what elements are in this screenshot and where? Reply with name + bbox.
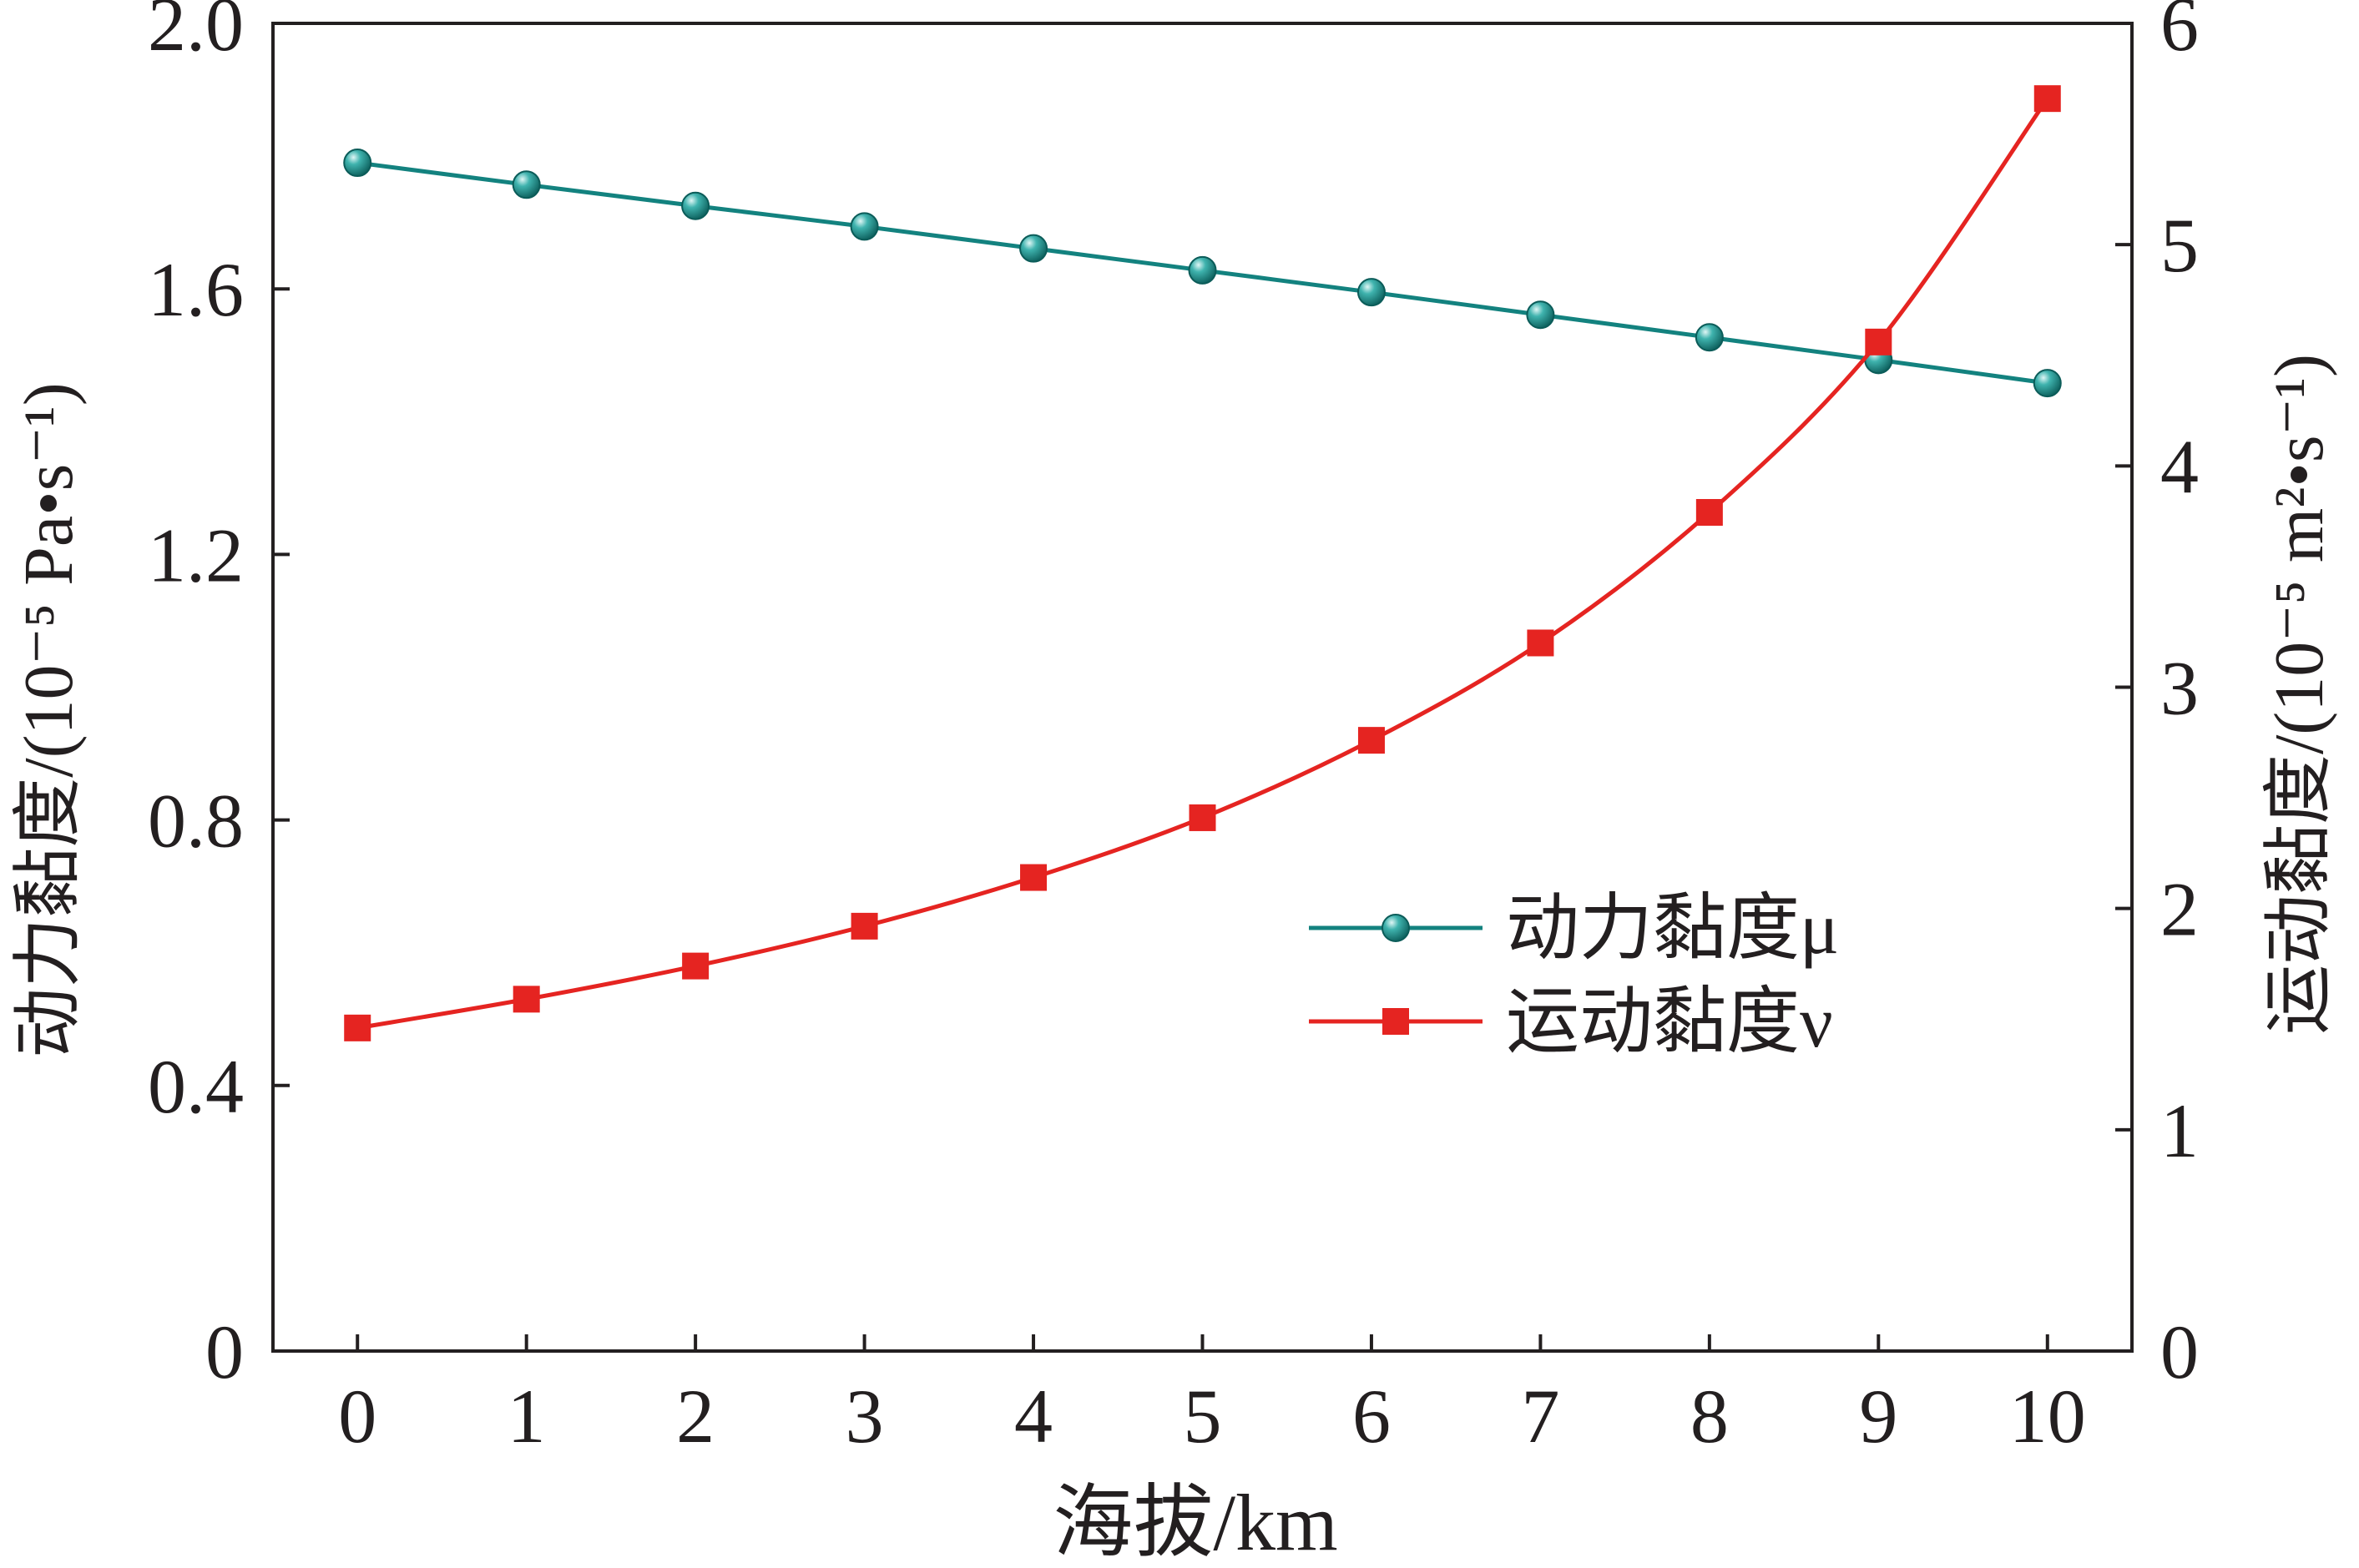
circle-marker bbox=[850, 212, 879, 241]
series-1 bbox=[343, 149, 2062, 398]
legend-entry-2: 运动黏度ν bbox=[1309, 982, 1833, 1063]
x-tick-label: 5 bbox=[1184, 1374, 1222, 1459]
x-axis-title: 海拔/km bbox=[1053, 1478, 1337, 1567]
right-y-tick-label: 6 bbox=[2160, 0, 2199, 67]
right-y-axis-ticks: 0 1 2 3 4 5 6 bbox=[2115, 0, 2199, 1394]
square-marker bbox=[1527, 629, 1554, 657]
circle-marker bbox=[1526, 300, 1555, 330]
square-marker bbox=[1357, 727, 1385, 754]
legend-label: 动力黏度μ bbox=[1506, 889, 1839, 970]
circle-marker bbox=[512, 170, 541, 199]
square-marker bbox=[1865, 328, 1892, 355]
square-marker bbox=[851, 912, 878, 940]
square-marker bbox=[682, 952, 710, 980]
circle-marker bbox=[1356, 278, 1386, 307]
x-tick-label: 8 bbox=[1690, 1374, 1729, 1459]
legend: 动力黏度μ 运动黏度ν bbox=[1309, 889, 1839, 1063]
x-tick-label: 3 bbox=[846, 1374, 884, 1459]
legend-circle-marker bbox=[1382, 914, 1410, 942]
right-y-axis-title: 运动黏度/(10⁻⁵ m²•s⁻¹) bbox=[2260, 354, 2338, 1035]
right-y-tick-label: 0 bbox=[2160, 1309, 2199, 1394]
circle-marker bbox=[681, 191, 710, 220]
x-tick-label: 7 bbox=[1521, 1374, 1559, 1459]
x-tick-label: 6 bbox=[1352, 1374, 1391, 1459]
x-tick-label: 2 bbox=[676, 1374, 715, 1459]
x-tick-label: 1 bbox=[508, 1374, 546, 1459]
left-y-tick-label: 0.4 bbox=[148, 1044, 244, 1129]
plot-frame bbox=[271, 22, 2134, 1353]
right-y-tick-label: 4 bbox=[2160, 424, 2199, 509]
left-y-tick-label: 1.2 bbox=[148, 512, 244, 597]
square-marker bbox=[2033, 85, 2061, 113]
square-marker bbox=[513, 986, 540, 1013]
right-y-tick-label: 5 bbox=[2160, 203, 2199, 288]
series-layer bbox=[343, 85, 2062, 1041]
circle-marker bbox=[343, 149, 372, 178]
legend-label: 运动黏度ν bbox=[1506, 982, 1833, 1063]
left-y-tick-label: 1.6 bbox=[148, 247, 244, 332]
left-y-tick-label: 0 bbox=[205, 1309, 244, 1394]
circle-marker bbox=[2033, 369, 2062, 398]
circle-marker bbox=[1019, 234, 1048, 263]
x-tick-label: 10 bbox=[2009, 1374, 2086, 1459]
right-y-tick-label: 2 bbox=[2160, 867, 2199, 952]
x-tick-label: 9 bbox=[1859, 1374, 1897, 1459]
circle-marker bbox=[1188, 255, 1217, 285]
square-marker bbox=[344, 1014, 371, 1041]
square-marker bbox=[1189, 804, 1216, 831]
series-line bbox=[356, 97, 2049, 1031]
legend-entry-1: 动力黏度μ bbox=[1309, 889, 1839, 970]
series-2 bbox=[344, 85, 2061, 1041]
left-y-tick-label: 0.8 bbox=[148, 779, 244, 864]
x-axis-ticks: 0 1 2 3 4 5 6 7 8 9 10 bbox=[338, 1334, 2086, 1459]
x-tick-label: 0 bbox=[338, 1374, 376, 1459]
square-marker bbox=[1020, 864, 1048, 891]
x-tick-label: 4 bbox=[1014, 1374, 1053, 1459]
left-y-axis-title: 动力黏度/(10⁻⁵ Pa•s⁻¹) bbox=[10, 382, 88, 1058]
left-y-axis-ticks: 0 0.4 0.8 1.2 1.6 2.0 bbox=[148, 0, 290, 1394]
right-y-tick-label: 1 bbox=[2160, 1088, 2199, 1173]
legend-square-marker bbox=[1382, 1008, 1409, 1035]
square-marker bbox=[1695, 499, 1723, 527]
right-y-tick-label: 3 bbox=[2160, 646, 2199, 731]
left-y-tick-label: 2.0 bbox=[148, 0, 244, 67]
circle-marker bbox=[1695, 323, 1724, 352]
